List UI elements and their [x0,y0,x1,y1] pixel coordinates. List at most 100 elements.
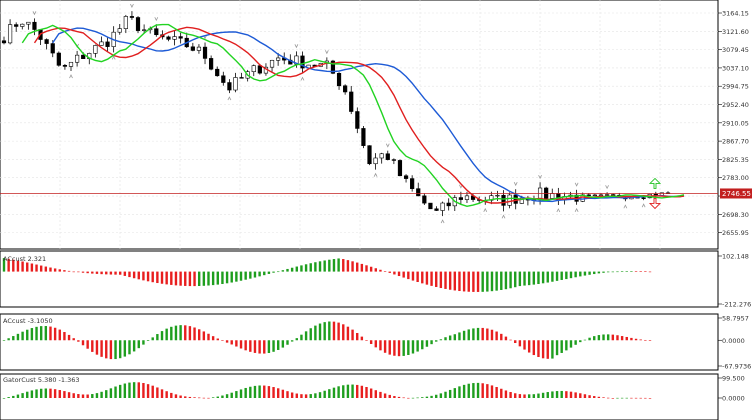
histogram-bar [221,340,224,341]
histogram-bar [281,340,285,348]
histogram-bar [620,336,624,341]
osc-tick-label: 0.0000 [722,395,745,403]
candle-bear [367,145,372,165]
histogram-bar [644,271,647,272]
histogram-bar [16,394,20,398]
histogram-bar [249,340,252,352]
histogram-bar [295,338,298,341]
histogram-bar [648,340,652,341]
histogram-bar [77,394,80,398]
fractal-up [130,3,134,8]
histogram-bar [16,260,20,272]
histogram-bar [546,392,549,398]
histogram-bar [39,265,43,272]
histogram-bar [225,394,229,398]
histogram-bar [30,263,34,272]
histogram-bar [170,271,173,285]
histogram-bar [49,267,52,272]
ac-oscillator-panel-2[interactable]: ACcust -3.1050 [0,313,719,371]
histogram-bar [314,262,317,272]
candle-bull [507,194,512,206]
histogram-bar [109,388,113,398]
histogram-bar [72,393,75,398]
histogram-bar [500,271,503,290]
histogram-bar [225,340,229,343]
histogram-bar [574,271,577,278]
histogram-bar [435,340,438,342]
histogram-bar [290,392,294,398]
histogram-bar [560,390,563,398]
fractal-down [574,207,579,212]
histogram-bar [21,393,24,398]
histogram-bar [630,337,633,341]
histogram-bar [551,271,554,282]
histogram-bar [114,271,117,275]
histogram-bar [351,384,354,398]
candle-bear [14,24,19,27]
histogram-bar [156,387,159,398]
histogram-bar [39,326,43,341]
candle-bear [202,46,208,59]
histogram-bar [560,271,563,280]
alligator-teeth-line [33,26,685,204]
histogram-bar [523,340,526,350]
fractal-down [111,55,116,60]
histogram-bar [407,340,410,355]
candle-bear [641,197,646,199]
histogram-bar [100,391,103,398]
price-tick-label: 2994.75 [722,83,749,91]
histogram-bar [21,261,24,272]
histogram-bar [625,336,628,341]
candle-bear [458,197,463,200]
histogram-bar [39,388,43,398]
histogram-bar [26,391,29,398]
histogram-bar [128,382,131,398]
histogram-bar [165,328,168,341]
histogram-bar [351,261,354,272]
histogram-bar [86,394,89,398]
histogram-bar [239,389,243,398]
histogram-bar [425,271,429,285]
histogram-bar [58,269,61,272]
histogram-bar [44,326,48,341]
candle-bull [379,153,384,159]
fractal-up [154,17,159,22]
candle-bull [550,193,555,199]
histogram-bar [72,338,75,341]
histogram-bar [142,340,145,345]
histogram-bar [648,271,652,273]
ac-oscillator-panel-1[interactable]: ACcust 2.321 [0,250,719,308]
histogram-bar [188,271,192,287]
histogram-bar [300,265,303,272]
candle-bear [300,55,305,69]
candle-bull [20,23,25,27]
histogram-bar [272,271,275,273]
alligator-jaw-line [52,27,685,203]
histogram-bar [565,271,568,280]
histogram-bar [518,271,522,287]
gator-oscillator-panel[interactable]: GatorCust 5.380 -1.363 [0,373,719,420]
histogram-bar [49,326,52,341]
histogram-bar [453,388,457,398]
histogram-bar [481,383,484,398]
histogram-bar [12,259,15,272]
gator-indicator-label: GatorCust 5.380 -1.363 [3,376,80,384]
histogram-bar [620,397,624,399]
histogram-bar [197,329,201,341]
histogram-bar [569,271,573,279]
osc-tick-label: 58.7957 [722,315,749,323]
histogram-bar [272,340,275,352]
histogram-bar [109,340,113,360]
histogram-bar [476,382,480,398]
histogram-bar [439,393,443,398]
histogram-bar [58,329,61,341]
price-panel[interactable] [0,0,719,250]
histogram-bar [425,340,429,347]
candle-bear [1,40,7,44]
histogram-bar [267,271,271,274]
histogram-bar [26,262,29,272]
histogram-bar [30,328,34,341]
histogram-bar [588,395,591,398]
histogram-bar [318,323,322,341]
